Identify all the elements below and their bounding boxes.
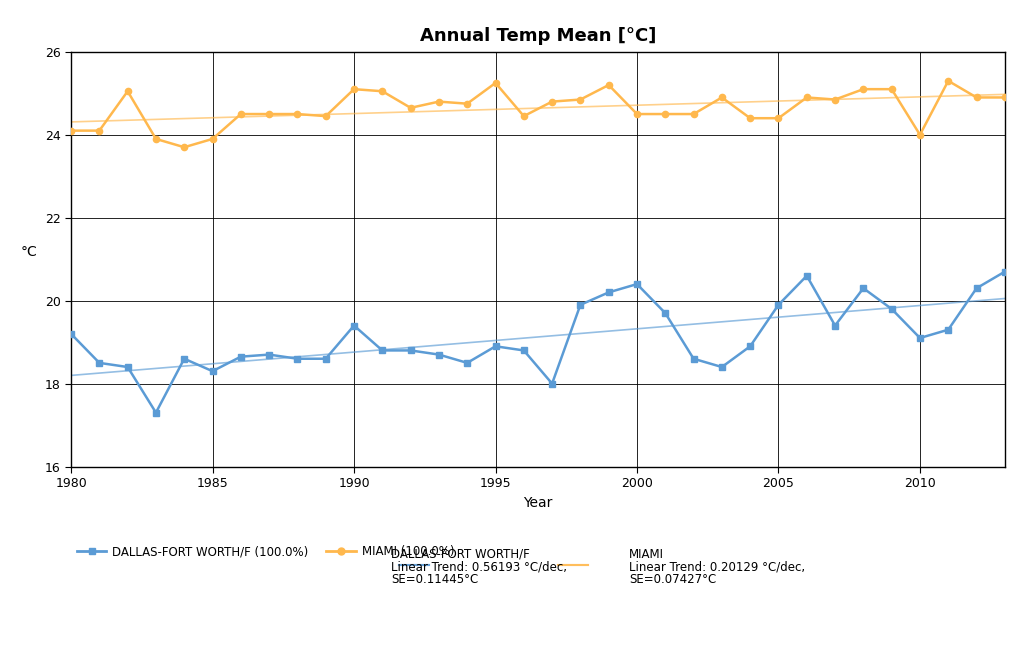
Text: SE=0.07427°C: SE=0.07427°C bbox=[629, 573, 717, 586]
Title: Annual Temp Mean [°C]: Annual Temp Mean [°C] bbox=[420, 27, 656, 45]
Text: DALLAS-FORT WORTH/F: DALLAS-FORT WORTH/F bbox=[391, 548, 530, 561]
X-axis label: Year: Year bbox=[524, 496, 552, 509]
Text: MIAMI: MIAMI bbox=[629, 548, 664, 561]
Text: Linear Trend: 0.20129 °C/dec,: Linear Trend: 0.20129 °C/dec, bbox=[629, 561, 806, 573]
Text: SE=0.11445°C: SE=0.11445°C bbox=[391, 573, 478, 586]
Y-axis label: °C: °C bbox=[20, 245, 38, 259]
Text: Linear Trend: 0.56193 °C/dec,: Linear Trend: 0.56193 °C/dec, bbox=[391, 561, 566, 573]
Legend: , : , bbox=[399, 560, 594, 573]
